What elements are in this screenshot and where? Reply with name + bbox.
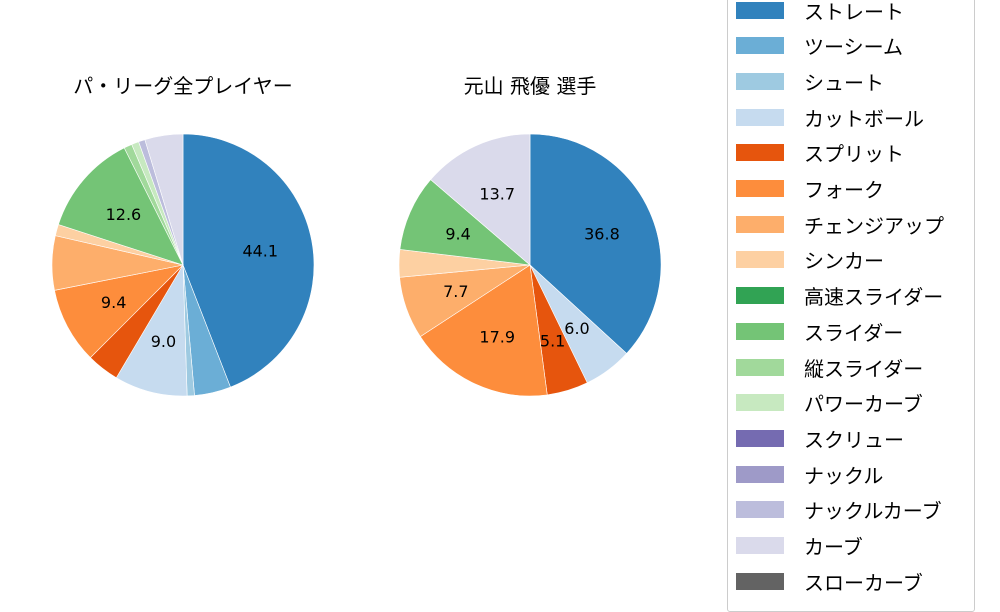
legend-swatch xyxy=(736,394,784,412)
pie-slice xyxy=(529,133,662,354)
legend-label: スプリット xyxy=(804,142,904,167)
slice-percent-label: 44.1 xyxy=(242,242,278,261)
legend-item: 縦スライダー xyxy=(736,355,924,381)
slice-percent-label: 17.9 xyxy=(479,327,515,346)
league-pie: 44.1 9.0 9.4 12.6 xyxy=(51,133,315,397)
slice-percent-label: 13.7 xyxy=(479,185,515,204)
pie-slice xyxy=(54,264,184,359)
legend-item: カットボール xyxy=(736,105,924,131)
legend-label: スクリュー xyxy=(804,427,904,452)
legend-label: スライダー xyxy=(804,320,904,345)
legend-swatch xyxy=(736,501,784,519)
left-chart-title: パ・リーグ全プレイヤー xyxy=(73,74,293,98)
legend-label: スローカーブ xyxy=(804,570,923,595)
right-chart-title: 元山 飛優 選手 xyxy=(463,74,597,98)
legend-swatch xyxy=(736,37,784,55)
legend-swatch xyxy=(736,465,784,483)
pie-charts: 44.1 9.0 9.4 12.6 36.8 6.05.1 17.9 7.7 9.4 13.7 xyxy=(51,133,662,397)
legend-item: 高速スライダー xyxy=(736,284,944,310)
legend-swatch xyxy=(736,537,784,554)
legend-label: パワーカーブ xyxy=(804,392,923,417)
legend-label: ナックル xyxy=(804,463,884,488)
legend-item: スクリュー xyxy=(736,426,904,452)
legend-item: カーブ xyxy=(736,534,863,559)
slice-percent-label: 5.1 xyxy=(540,331,565,350)
legend-swatch xyxy=(736,72,784,90)
legend-label: ナックルカーブ xyxy=(804,499,942,524)
legend: ストレートツーシームシュートカットボール スプリットフォークチェンジアップ シンカー… xyxy=(727,0,975,612)
legend-swatch xyxy=(736,572,784,590)
slice-percent-label: 12.6 xyxy=(106,205,142,224)
legend-label: 縦スライダー xyxy=(804,356,924,381)
legend-item: スローカーブ xyxy=(736,569,923,595)
legend-swatch xyxy=(736,144,784,162)
legend-label: ツーシーム xyxy=(804,35,903,60)
slice-percent-label: 7.7 xyxy=(443,282,468,301)
legend-swatch xyxy=(736,251,784,269)
pie-slice xyxy=(58,147,184,266)
legend-swatch xyxy=(736,215,784,233)
legend-item: チェンジアップ xyxy=(736,212,944,238)
legend-swatch xyxy=(736,180,784,197)
legend-label: 高速スライダー xyxy=(804,285,944,310)
pie-slice xyxy=(430,133,531,266)
legend-swatch xyxy=(736,358,784,376)
legend-item: パワーカーブ xyxy=(736,391,923,417)
pie-slice xyxy=(399,179,531,266)
legend-swatch xyxy=(736,322,784,340)
legend-swatch xyxy=(736,429,784,447)
legend-item: ナックル xyxy=(736,462,884,488)
legend-swatch xyxy=(736,287,784,305)
legend-label: ストレート xyxy=(804,0,904,24)
legend-label: シンカー xyxy=(804,249,884,274)
slice-percent-label: 9.4 xyxy=(101,293,126,312)
slice-percent-label: 9.0 xyxy=(151,332,176,351)
legend-item: スライダー xyxy=(736,319,904,345)
pie-slice xyxy=(144,133,184,266)
pie-slice xyxy=(419,264,548,397)
legend-label: シュート xyxy=(804,70,884,95)
legend-item: シュート xyxy=(736,69,884,95)
pie-slice xyxy=(182,133,315,388)
legend-label: カットボール xyxy=(804,106,924,131)
legend-item: ツーシーム xyxy=(736,34,903,60)
legend-item: フォーク xyxy=(736,177,884,202)
legend-label: カーブ xyxy=(804,535,863,559)
slice-percent-label: 36.8 xyxy=(584,224,620,243)
legend-item: シンカー xyxy=(736,248,884,274)
player-pie: 36.8 6.05.1 17.9 7.7 9.4 13.7 xyxy=(398,133,662,397)
slice-percent-label: 6.0 xyxy=(564,319,589,338)
legend-swatch xyxy=(736,108,784,126)
legend-item: スプリット xyxy=(736,141,904,167)
slice-percent-label: 9.4 xyxy=(445,224,470,243)
legend-label: フォーク xyxy=(804,178,884,202)
legend-item: ナックルカーブ xyxy=(736,498,942,524)
legend-item: ストレート xyxy=(736,0,904,24)
legend-label: チェンジアップ xyxy=(804,213,944,238)
legend-swatch xyxy=(736,1,784,19)
